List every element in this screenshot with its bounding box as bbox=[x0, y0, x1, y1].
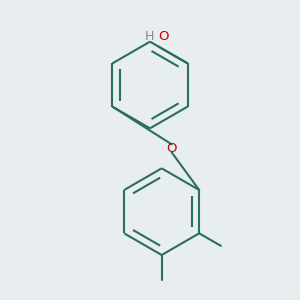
Text: O: O bbox=[158, 30, 169, 43]
Text: H: H bbox=[144, 30, 154, 43]
Text: O: O bbox=[167, 142, 177, 155]
